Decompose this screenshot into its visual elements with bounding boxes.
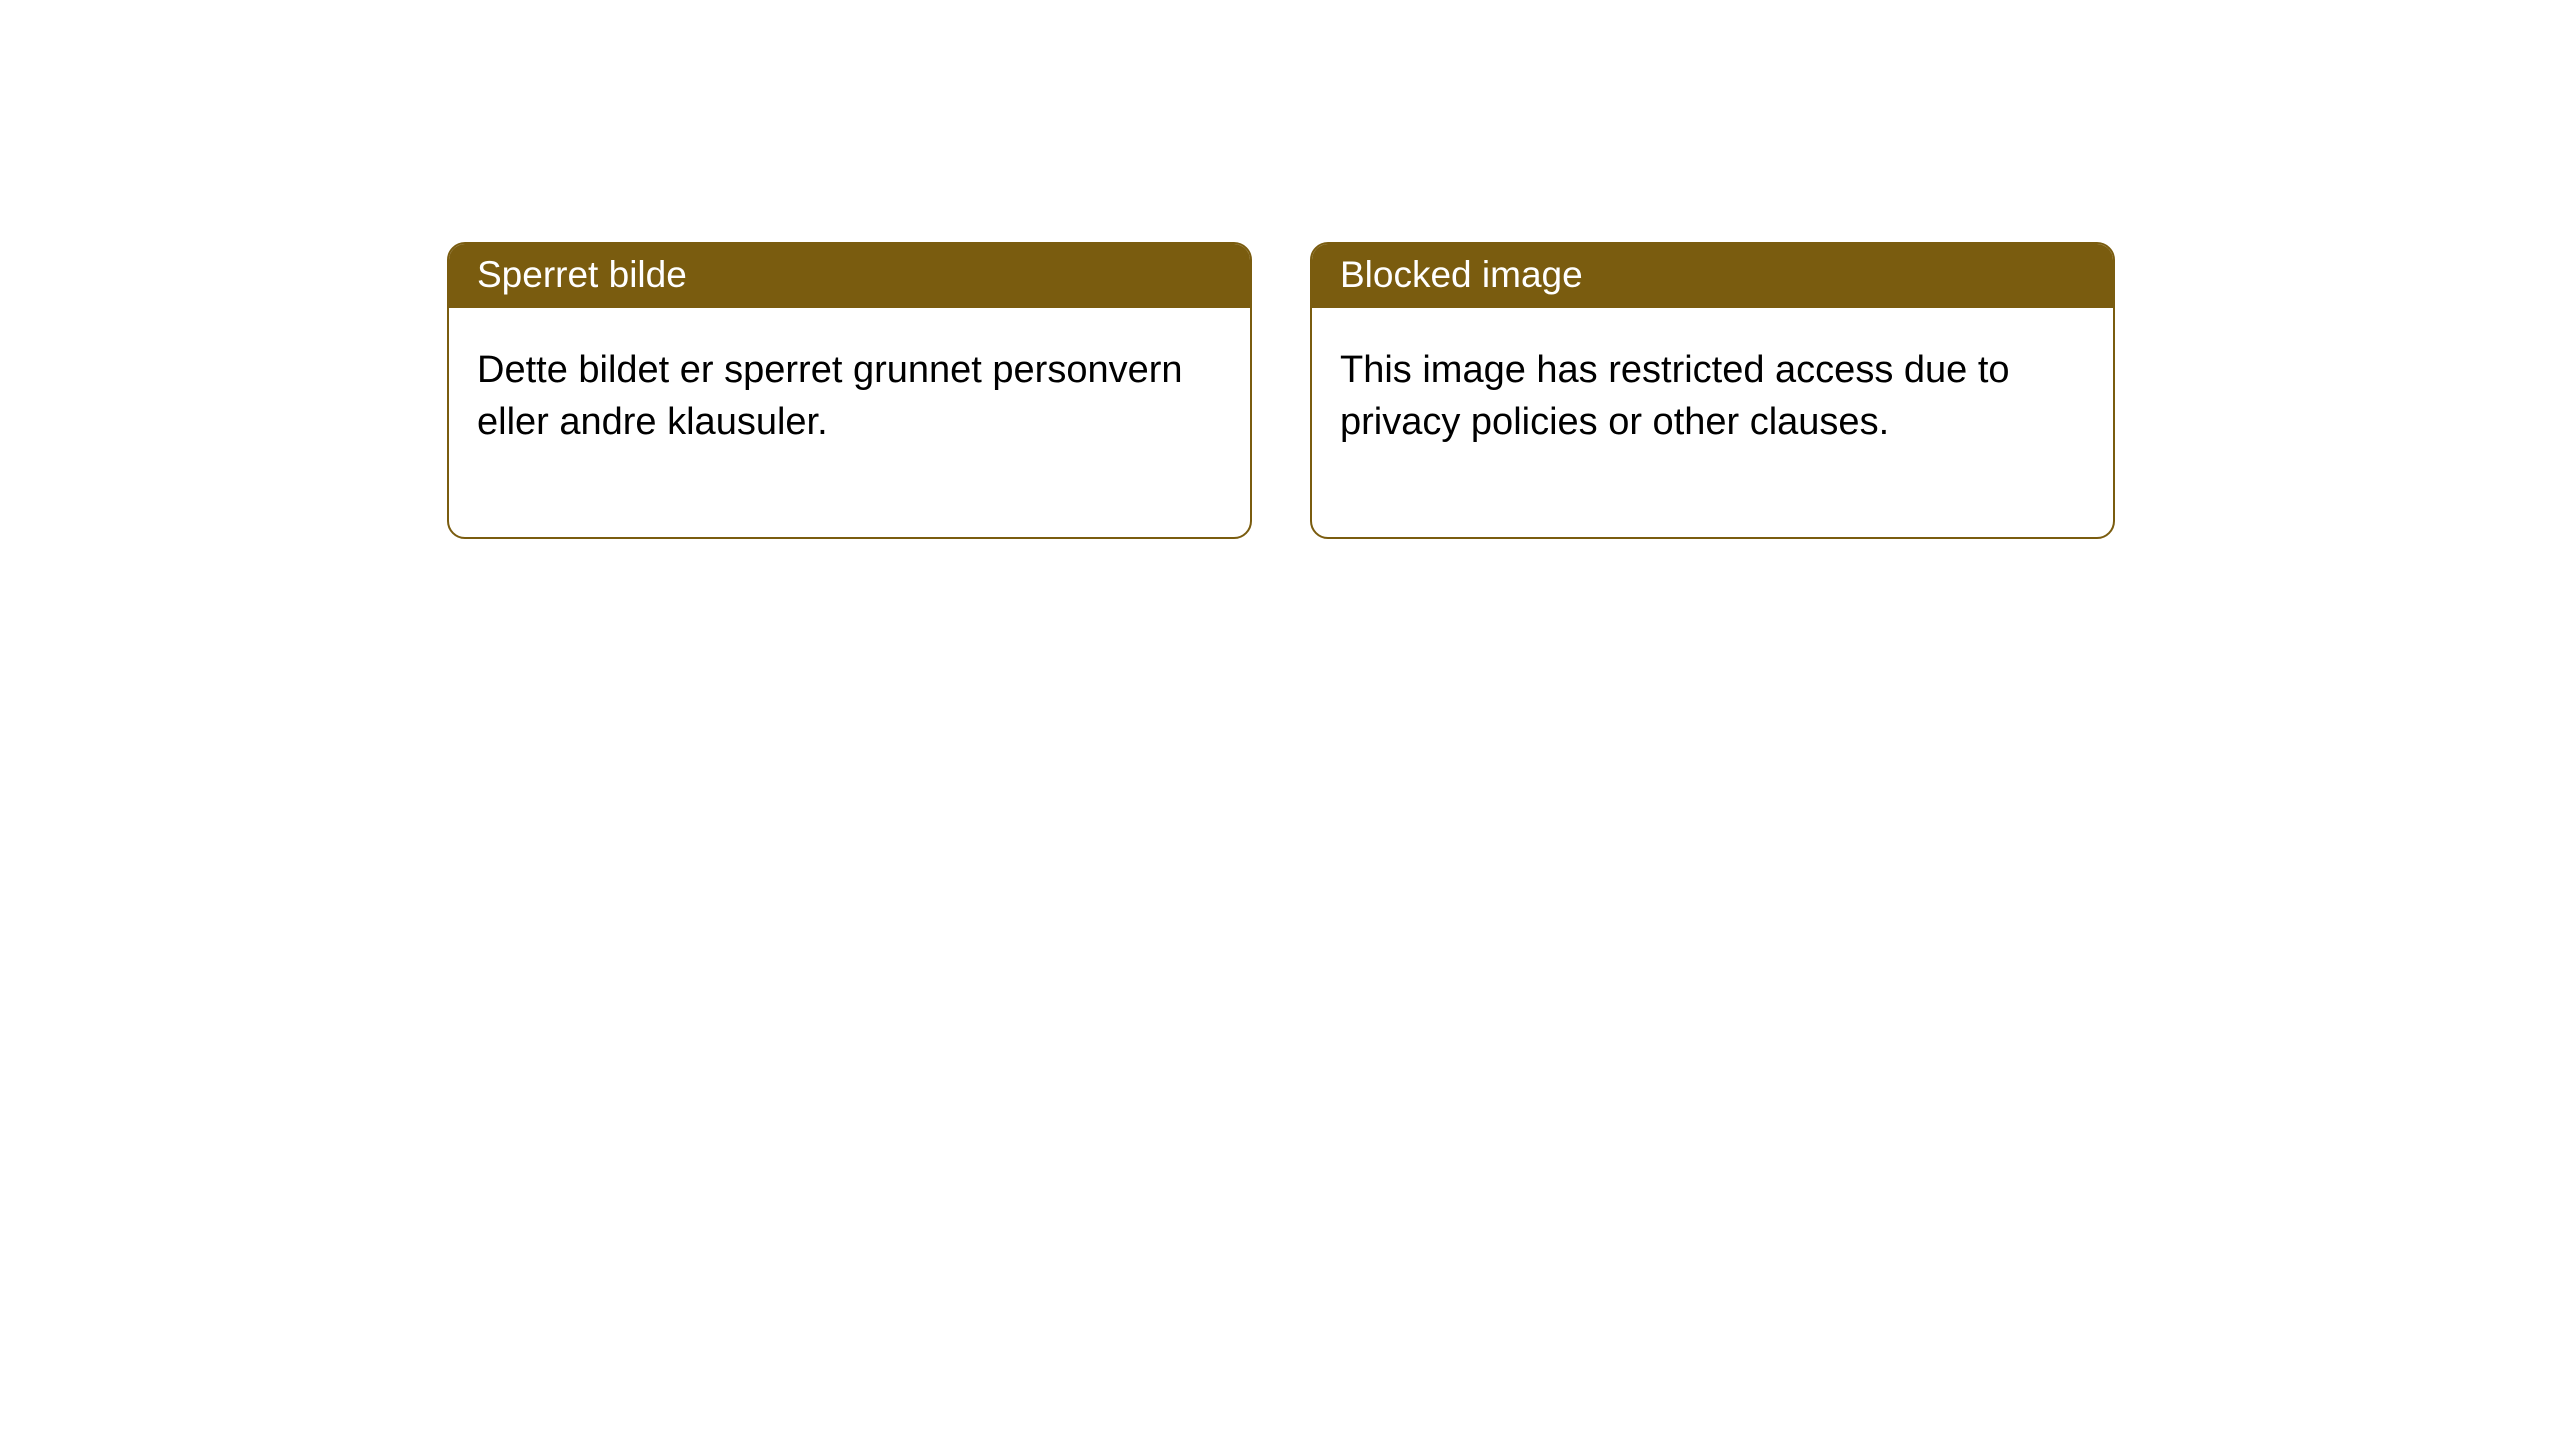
notice-card-norwegian: Sperret bilde Dette bildet er sperret gr… xyxy=(447,242,1252,539)
card-header-english: Blocked image xyxy=(1312,244,2113,308)
card-body-english: This image has restricted access due to … xyxy=(1312,308,2113,537)
notice-cards-container: Sperret bilde Dette bildet er sperret gr… xyxy=(0,0,2560,539)
card-header-norwegian: Sperret bilde xyxy=(449,244,1250,308)
notice-card-english: Blocked image This image has restricted … xyxy=(1310,242,2115,539)
card-body-norwegian: Dette bildet er sperret grunnet personve… xyxy=(449,308,1250,537)
